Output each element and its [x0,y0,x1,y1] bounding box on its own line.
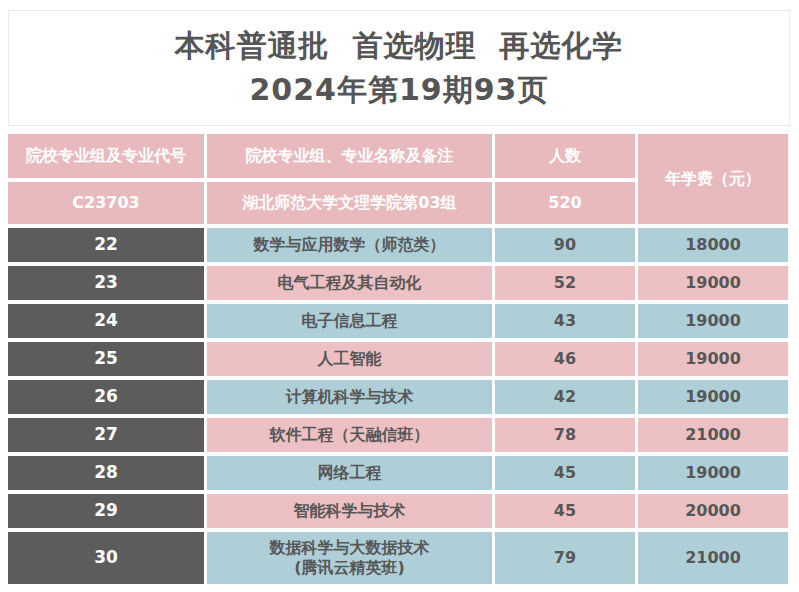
title-box: 本科普通批 首选物理 再选化学 2024年第19期93页 [8,10,790,126]
table-row: 28 网络工程 45 19000 [8,456,788,490]
header-col-code: 院校专业组及专业代号 [8,134,204,178]
table-row: 23 电气工程及其自动化 52 19000 [8,266,788,300]
group-name: 湖北师范大学文理学院第03组 [207,182,492,224]
table-row: 27 软件工程（天融信班） 78 21000 [8,418,788,452]
major-fee: 19000 [638,456,788,490]
major-name: 电子信息工程 [207,304,492,338]
page: 本科普通批 首选物理 再选化学 2024年第19期93页 院校专业组及专业代号 … [0,0,799,592]
table-row: 29 智能科学与技术 45 20000 [8,494,788,528]
header-col-name: 院校专业组、专业名称及备注 [207,134,492,178]
major-count: 78 [495,418,635,452]
major-code: 25 [8,342,204,376]
page-title: 本科普通批 首选物理 再选化学 [175,28,624,64]
group-count: 520 [495,182,635,224]
major-name-line2: (腾讯云精英班) [207,558,492,578]
major-fee: 19000 [638,304,788,338]
admissions-table: 院校专业组及专业代号 院校专业组、专业名称及备注 人数 年学费（元） C2370… [5,130,791,588]
major-code: 27 [8,418,204,452]
major-name: 电气工程及其自动化 [207,266,492,300]
major-fee: 21000 [638,418,788,452]
major-code: 30 [8,532,204,584]
major-count: 46 [495,342,635,376]
major-count: 42 [495,380,635,414]
major-fee: 19000 [638,266,788,300]
header-col-fee: 年学费（元） [638,134,788,224]
table-row: 26 计算机科学与技术 42 19000 [8,380,788,414]
major-fee: 21000 [638,532,788,584]
major-code: 24 [8,304,204,338]
group-code: C23703 [8,182,204,224]
table-row: 24 电子信息工程 43 19000 [8,304,788,338]
major-name-line1: 数据科学与大数据技术 [207,538,492,558]
major-name: 数学与应用数学（师范类） [207,228,492,262]
header-row: 院校专业组及专业代号 院校专业组、专业名称及备注 人数 年学费（元） [8,134,788,178]
major-fee: 19000 [638,380,788,414]
major-fee: 19000 [638,342,788,376]
major-name: 人工智能 [207,342,492,376]
major-name: 软件工程（天融信班） [207,418,492,452]
major-name: 计算机科学与技术 [207,380,492,414]
major-code: 22 [8,228,204,262]
major-count: 52 [495,266,635,300]
major-count: 45 [495,456,635,490]
major-name: 智能科学与技术 [207,494,492,528]
page-subtitle: 2024年第19期93页 [250,72,549,108]
major-name: 网络工程 [207,456,492,490]
major-count: 90 [495,228,635,262]
major-code: 29 [8,494,204,528]
major-fee: 20000 [638,494,788,528]
major-code: 23 [8,266,204,300]
major-count: 45 [495,494,635,528]
table-row: 25 人工智能 46 19000 [8,342,788,376]
major-fee: 18000 [638,228,788,262]
major-count: 79 [495,532,635,584]
major-code: 26 [8,380,204,414]
table-row: 22 数学与应用数学（师范类） 90 18000 [8,228,788,262]
major-count: 43 [495,304,635,338]
header-col-count: 人数 [495,134,635,178]
major-code: 28 [8,456,204,490]
table-row: 30 数据科学与大数据技术 (腾讯云精英班) 79 21000 [8,532,788,584]
major-name: 数据科学与大数据技术 (腾讯云精英班) [207,532,492,584]
